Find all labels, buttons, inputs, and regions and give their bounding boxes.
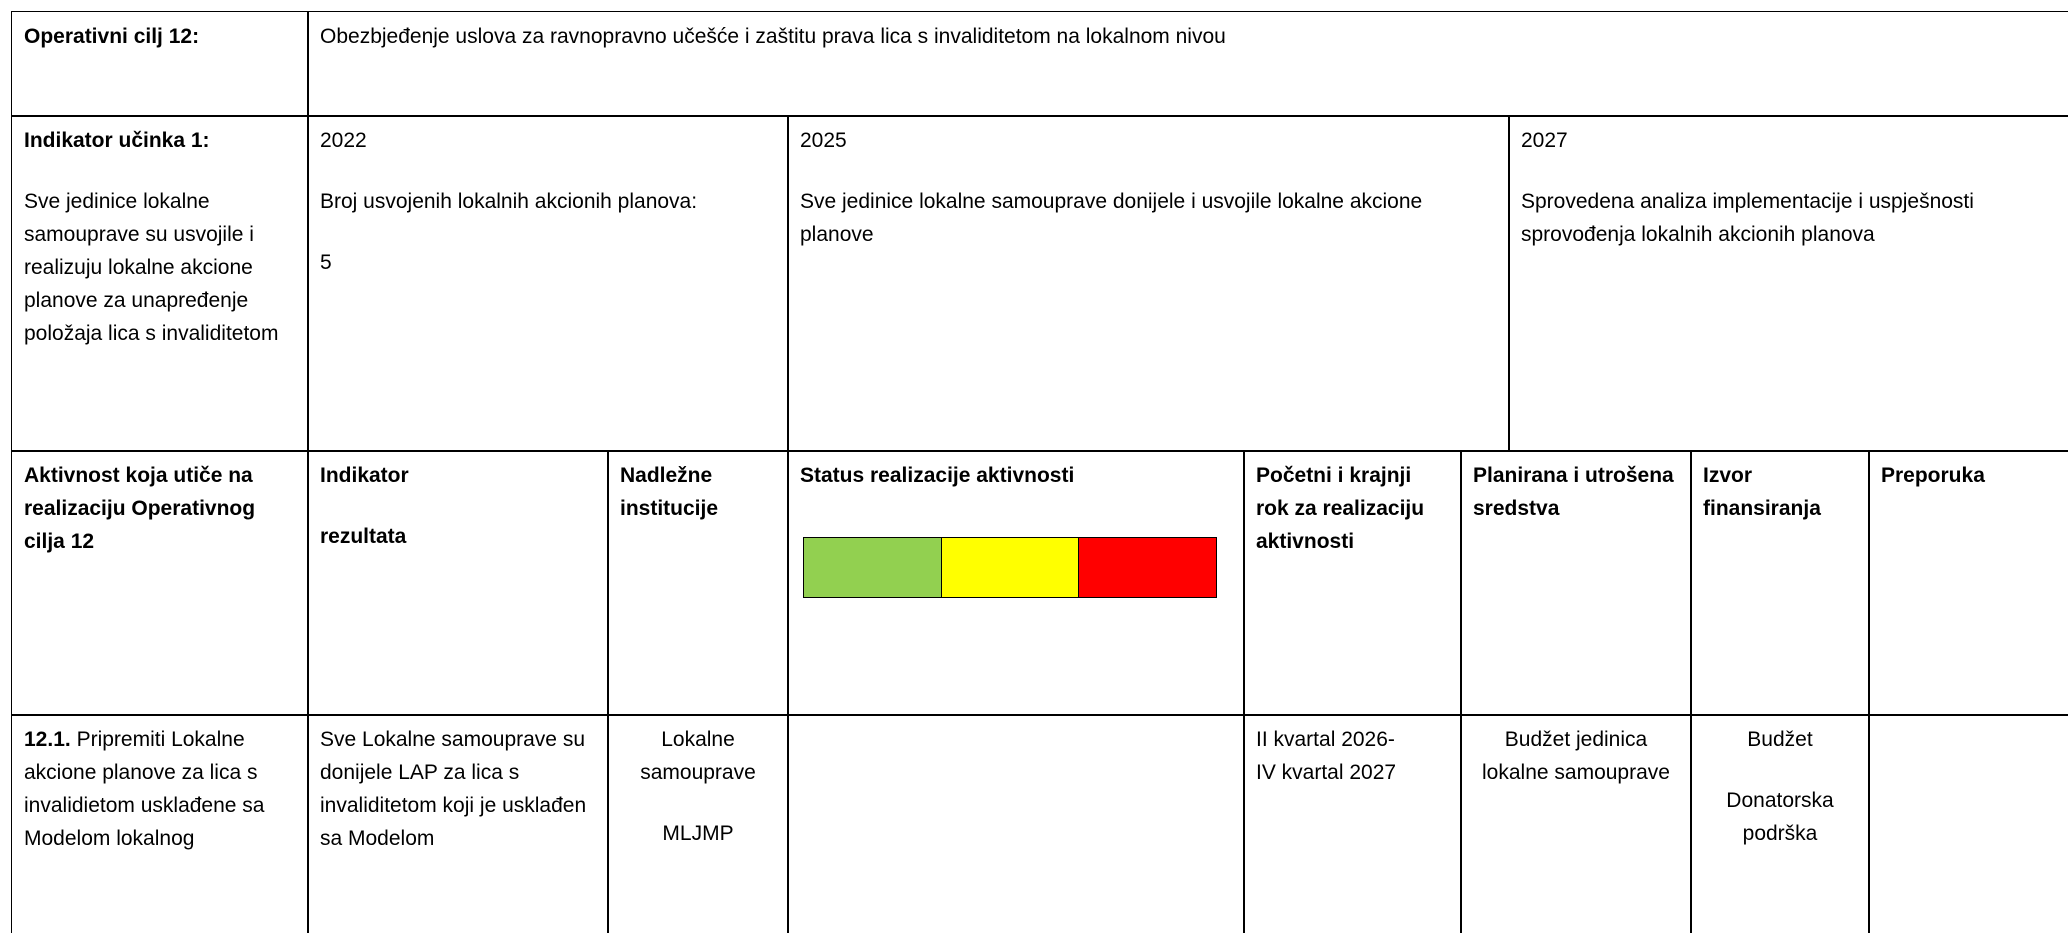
cell-text: II kvartal 2026- [1256,728,1395,751]
cell-text: 5 [320,251,332,274]
cell-text: MLJMP [662,822,734,845]
table-cell: II kvartal 2026- IV kvartal 2027 [1243,714,1462,933]
cell-text: Indikator [320,464,409,487]
cell-text: 2025 [800,129,847,152]
cell-text: Preporuka [1881,464,1985,487]
status-swatch [804,538,942,597]
activity-number: 12.1. [24,728,71,751]
table-cell: Status realizacije aktivnosti [787,450,1245,716]
table-cell: Aktivnost koja utiče na realizaciju Oper… [11,450,309,716]
cell-text: Sve jedinice lokalne samouprave donijele… [800,190,1423,246]
status-swatch [1079,538,1217,597]
cell-text: Početni i krajnji rok za realizaciju akt… [1256,464,1425,553]
table-cell: Budžet Donatorska podrška [1690,714,1870,933]
cell-text: IV kvartal 2027 [1256,761,1397,784]
table-cell: Preporuka [1868,450,2068,716]
table-cell: 2025 Sve jedinice lokalne samouprave doni… [787,115,1510,452]
table-cell: Indikator rezultata [307,450,609,716]
table-cell: Indikator učinka 1: Sve jedinice lokalne … [11,115,309,452]
table-cell: Lokalne samouprave MLJMP [607,714,789,933]
table-cell: 2022 Broj usvojenih lokalnih akcionih pla… [307,115,789,452]
cell-text: Obezbjeđenje uslova za ravnopravno učešć… [320,25,1226,48]
cell-text: Indikator učinka 1: [24,129,210,152]
table-cell [787,714,1245,933]
activity-text: Pripremiti Lokalne akcione planove za li… [24,728,265,850]
cell-text: Budžet [1747,728,1813,751]
cell-text: rezultata [320,525,407,548]
table-cell [1868,714,2068,933]
cell-text: 2027 [1521,129,1568,152]
table-cell: Sve Lokalne samouprave su donijele LAP z… [307,714,609,933]
table-cell: 12.1. Pripremiti Lokalne akcione planove… [11,714,309,933]
table-cell: Planirana i utrošena sredstva [1460,450,1692,716]
table-cell: Izvor finansiranja [1690,450,1870,716]
cell-text: Status realizacije aktivnosti [800,464,1075,487]
table-cell: Budžet jedinica lokalne samouprave [1460,714,1692,933]
cell-text: Aktivnost koja utiče na realizaciju Oper… [24,464,256,553]
cell-text: Broj usvojenih lokalnih akcionih planova… [320,190,698,213]
status-legend [803,537,1217,598]
cell-text: Nadležne institucije [620,464,719,520]
cell-text: Sve jedinice lokalne samouprave su usvoj… [24,190,279,345]
cell-text: Operativni cilj 12: [24,25,200,48]
table-cell: Nadležne institucije [607,450,789,716]
cell-text: Planirana i utrošena sredstva [1473,464,1674,520]
table-cell: Početni i krajnji rok za realizaciju akt… [1243,450,1462,716]
cell-text: 2022 [320,129,367,152]
cell-text: Sprovedena analiza implementacije i uspj… [1521,190,1974,246]
cell-text: Donatorska podrška [1726,789,1834,845]
cell-text: Izvor finansiranja [1703,464,1821,520]
table-cell: Operativni cilj 12: [11,11,309,117]
cell-text: Lokalne samouprave [640,728,756,784]
table-cell: Obezbjeđenje uslova za ravnopravno učešć… [307,11,2068,117]
table-cell: 2027 Sprovedena analiza implementacije i … [1508,115,2068,452]
status-swatch [941,538,1080,597]
cell-text: Sve Lokalne samouprave su donijele LAP z… [320,728,587,850]
cell-text: Budžet jedinica lokalne samouprave [1482,728,1670,784]
